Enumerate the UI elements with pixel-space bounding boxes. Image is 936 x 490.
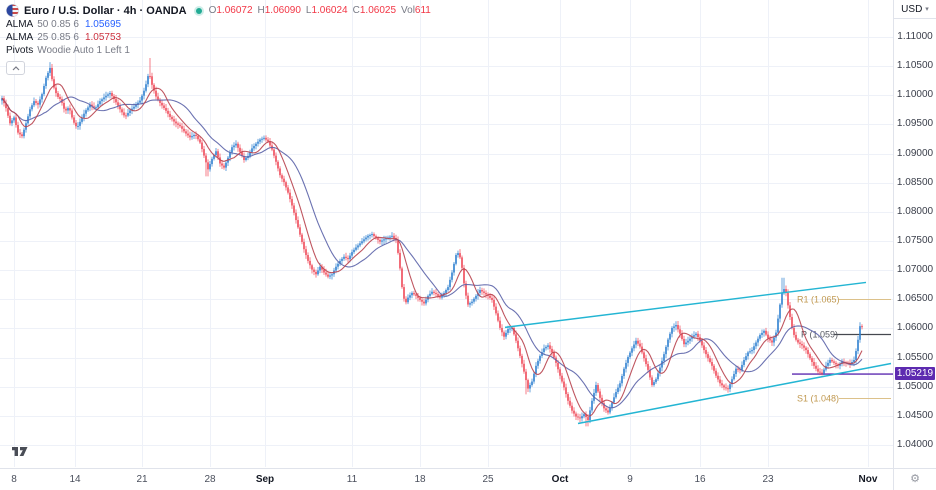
price-tick-label: 1.11000	[897, 31, 933, 43]
chevron-down-icon: ▾	[925, 5, 929, 13]
gear-icon[interactable]: ⚙	[910, 473, 920, 485]
low-value: 1.06024	[311, 5, 348, 16]
indicator-name: ALMA	[6, 32, 34, 43]
indicator-params: Woodie Auto 1 Left 1	[37, 45, 130, 56]
price-tick-label: 1.05000	[896, 380, 934, 392]
time-tick-label: 21	[136, 474, 148, 485]
time-tick-label: Sep	[255, 474, 275, 485]
time-tick-label: 25	[482, 474, 494, 485]
time-tick-label: Nov	[858, 474, 878, 485]
time-tick-label: 16	[694, 474, 706, 485]
time-tick-label: 28	[204, 474, 216, 485]
price-tick-label: 1.05500	[896, 351, 934, 363]
indicator-pivots-row[interactable]: Pivots Woodie Auto 1 Left 1	[6, 44, 431, 57]
ohlc-readout: O 1.06072 H 1.06090 L 1.06024 C 1.06025 Vol 6…	[209, 5, 431, 16]
legend-collapse-button[interactable]	[6, 61, 25, 75]
indicator-params: 25 0.85 6	[37, 32, 79, 43]
high-label: H	[257, 5, 265, 16]
price-axis[interactable]: USD ▾ 1.11000 1.10500 1.10000 1.09500 1.0900…	[893, 0, 936, 468]
open-value: 1.06072	[216, 5, 253, 16]
price-tick-label: 1.04500	[896, 409, 934, 421]
legend: Euro / U.S. Dollar · 4h · OANDA O 1.06072…	[6, 3, 431, 75]
currency-unit-selector[interactable]: USD ▾	[894, 0, 936, 19]
indicator-alma25-row[interactable]: ALMA 25 0.85 6 1.05753	[6, 31, 431, 44]
volume-label: Vol	[401, 5, 415, 16]
time-tick-label: 11	[346, 474, 358, 485]
time-tick-label: 18	[414, 474, 426, 485]
high-value: 1.06090	[264, 5, 301, 16]
indicator-name: Pivots	[6, 45, 34, 56]
price-tick-label: 1.08000	[896, 205, 934, 217]
price-tick-label: 1.09000	[896, 147, 934, 159]
tradingview-logo[interactable]	[12, 444, 34, 463]
price-tick-label: 1.06000	[896, 322, 934, 334]
time-tick-label: 9	[627, 474, 633, 485]
time-axis[interactable]: 8 14 21 28 Sep 11 18 25 Oct 9 16 23 Nov	[0, 468, 893, 490]
price-tick-label: 1.10000	[896, 89, 934, 101]
market-status-dot[interactable]	[195, 7, 202, 14]
axis-corner: ⚙	[893, 468, 936, 490]
low-label: L	[305, 5, 312, 16]
indicator-name: ALMA	[6, 19, 34, 30]
time-tick-label: 23	[762, 474, 774, 485]
price-tick-label: 1.09500	[896, 118, 934, 130]
symbol-title-row[interactable]: Euro / U.S. Dollar · 4h · OANDA O 1.06072…	[6, 3, 431, 18]
indicator-value: 1.05695	[84, 19, 122, 30]
chevron-up-icon	[12, 65, 19, 70]
price-tick-label: 1.04000	[896, 439, 934, 451]
currency-pair-icon	[6, 4, 19, 17]
ray-price-label: 1.05219	[895, 367, 935, 381]
close-value: 1.06025	[359, 5, 397, 16]
indicator-alma50-row[interactable]: ALMA 50 0.85 6 1.05695	[6, 18, 431, 31]
price-tick-label: 1.06500	[896, 293, 934, 305]
open-label: O	[208, 5, 217, 16]
price-tick-label: 1.08500	[896, 176, 934, 188]
time-tick-label: 14	[69, 474, 81, 485]
close-label: C	[352, 5, 360, 16]
price-tick-label: 1.10500	[896, 60, 934, 72]
price-tick-labels: 1.11000 1.10500 1.10000 1.09500 1.09000 1.085…	[894, 0, 936, 468]
time-tick-label: Oct	[551, 474, 569, 485]
price-tick-label: 1.07500	[896, 235, 934, 247]
indicator-params: 50 0.85 6	[37, 19, 79, 30]
currency-unit-label: USD	[901, 3, 923, 15]
price-tick-label: 1.07000	[896, 264, 934, 276]
symbol-title: Euro / U.S. Dollar · 4h · OANDA	[24, 4, 187, 17]
volume-value: 611	[414, 5, 431, 16]
chart-canvas[interactable]	[0, 0, 893, 467]
indicator-value: 1.05753	[84, 32, 122, 43]
time-tick-label: 8	[11, 474, 17, 485]
